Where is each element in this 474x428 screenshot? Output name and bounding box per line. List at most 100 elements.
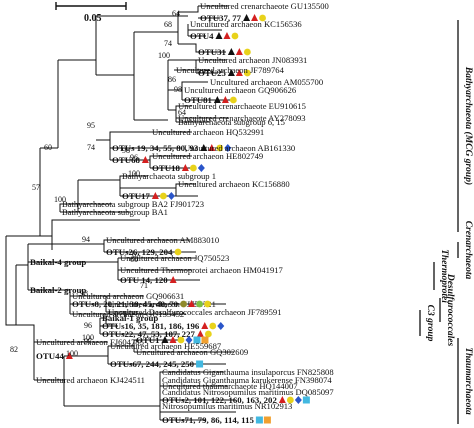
- leaf-label: Bathyarchaeota subgroup BA1: [62, 207, 168, 217]
- otu-leaf: OTUs8, 20, 21, 38, 45, 48, 70: [72, 299, 211, 309]
- triangle-red-icon: [208, 144, 216, 151]
- reference-leaf: Uncultured archaeon KC156536: [190, 19, 302, 29]
- group-label: Crenarchaeota: [463, 221, 473, 280]
- square-cyan-icon: [196, 360, 204, 368]
- triangle-black-icon: [161, 336, 169, 343]
- leaf-label: Baikal-2 group: [30, 285, 86, 295]
- triangle-red-icon: [235, 69, 243, 76]
- triangle-black-icon: [227, 69, 235, 76]
- otu-leaf: OTUs71, 79, 86, 114, 115: [162, 415, 271, 425]
- triangle-red-icon: [169, 336, 177, 343]
- leaf-label: OTUs16, 35, 181, 186, 196: [102, 321, 200, 331]
- leaf-label: OTUs22, 47, 53, 107, 227: [102, 329, 195, 339]
- otu-leaf: OTU44: [36, 351, 73, 361]
- square-cyan-icon: [302, 396, 310, 404]
- leaf-label: Bathyarchaeota subgroup BA2 FJ901723: [62, 199, 204, 209]
- otu-leaf: OTU25: [198, 68, 251, 78]
- reference-leaf: Bathyarchaeota subgroup 1: [122, 171, 216, 181]
- circle-yellow-icon: [159, 192, 167, 200]
- leaf-label: OTUs8, 20, 21, 38, 45, 48, 70: [72, 299, 179, 309]
- reference-leaf: Uncultured archaeon GQ906626: [184, 85, 297, 95]
- reference-leaf: Uncultured crenarchaeote GU135500: [200, 1, 329, 11]
- reference-leaf: Uncultured archaeon AM883010: [106, 235, 219, 245]
- leaf-label: Uncultured archaeon GU135452: [72, 309, 184, 319]
- bootstrap-value: 71: [140, 281, 148, 290]
- reference-leaf: Uncultured Desulfurococcales archaeon JF…: [108, 307, 282, 317]
- diamond-blue-icon: [167, 192, 175, 200]
- circle-green-icon: [196, 300, 203, 308]
- bootstrap-value: 64: [172, 9, 180, 18]
- reference-leaf: Uncultured archaeon KC156880: [178, 179, 290, 189]
- leaf-label: Uncultured crenarchaeote EU910615: [178, 101, 306, 111]
- leaf-label: Baikal-4 group: [30, 257, 86, 267]
- reference-leaf: Uncultured archaeon KJ424511: [36, 375, 145, 385]
- triangle-red-icon: [169, 276, 177, 283]
- otu-leaf: OTUs2, 101, 122, 160, 163, 202: [162, 395, 310, 405]
- group-label: Thermoprotei: [439, 249, 449, 303]
- otu-leaf: Baikal-1 group: [102, 313, 158, 323]
- leaf-label: Candidatus Giganthauma karukerense FN398…: [162, 375, 332, 385]
- leaf-label: Candidatus Nitrosopumilus maritimus DQ08…: [162, 387, 334, 397]
- leaf-label: Uncultured archaeon AM055700: [210, 77, 323, 87]
- circle-olive-icon: [180, 300, 187, 308]
- leaf-label: OTU25: [198, 68, 226, 78]
- triangle-red-icon: [201, 322, 209, 329]
- reference-leaf: Uncultured archaeon JF789764: [176, 65, 285, 75]
- leaf-label: OTU1: [136, 335, 159, 345]
- group-labels: Bathyarchaeota (MCG group) Crenarchaeota T…: [425, 66, 474, 415]
- bootstrap-value: 60: [44, 143, 52, 152]
- bootstrap-value: 98: [80, 289, 88, 298]
- bootstrap-value: 96: [130, 153, 138, 162]
- reference-leaf: Uncultured archaeon JN083931: [198, 55, 307, 65]
- reference-leaf: Bathyarchaeota subgroup BA2 FJ901723: [62, 199, 204, 209]
- leaf-label: Uncultured archaeon HQ532991: [152, 127, 264, 137]
- triangle-red-icon: [151, 192, 159, 199]
- reference-leaf: Uncultured archaeon AB161330: [184, 143, 295, 153]
- leaf-label: Uncultured thaumarchaeote HQ144007: [162, 381, 298, 391]
- group-label: Thaumarchaeota: [463, 347, 473, 415]
- tree-branches: [5, 5, 236, 421]
- bootstrap-value: 100: [128, 169, 140, 178]
- reference-leaf: Bathyarchaeota subgroup 6, 15: [178, 117, 285, 127]
- otu-leaf: Baikal-2 group: [30, 285, 86, 295]
- leaf-label: Candidatus Giganthauma insulaporcus FN82…: [162, 367, 334, 377]
- diamond-blue-icon: [197, 164, 205, 172]
- leaf-label: Uncultured crenarchaeote GU135500: [200, 1, 329, 11]
- bootstrap-value: 100: [66, 349, 78, 358]
- square-orange-icon: [201, 336, 209, 344]
- reference-leaf: Uncultured archaeon HQ532991: [152, 127, 264, 137]
- triangle-red-icon: [278, 396, 286, 403]
- leaf-label: Uncultured archaeon JN083931: [198, 55, 307, 65]
- circle-yellow-icon: [189, 164, 197, 172]
- bootstrap-values: 6468741008698649574605798961001009467607…: [10, 9, 186, 358]
- circle-yellow-icon: [204, 300, 211, 308]
- leaf-label: OTU37, 77: [200, 13, 242, 23]
- otu-leaf: OTU4: [190, 31, 239, 41]
- leaf-label: Bathyarchaeota subgroup 6, 15: [178, 117, 285, 127]
- otu-leaf: OTUs67, 244, 245, 250: [110, 359, 204, 369]
- otu-leaf: OTUs22, 47, 53, 107, 227: [102, 329, 212, 339]
- triangle-red-icon: [223, 32, 231, 39]
- triangle-red-icon: [141, 156, 149, 163]
- leaf-label: Uncultured archaeon GQ906626: [184, 85, 297, 95]
- triangle-black-icon: [213, 96, 221, 103]
- triangle-black-icon: [215, 32, 223, 39]
- bootstrap-value: 68: [164, 20, 172, 29]
- bootstrap-value: 82: [10, 345, 18, 354]
- leaf-label: OTUs71, 79, 86, 114, 115: [162, 415, 254, 425]
- circle-yellow-icon: [259, 14, 266, 22]
- triangle-red-icon: [188, 300, 196, 307]
- leaf-label: OTU18: [152, 163, 180, 173]
- triangle-black-icon: [243, 14, 251, 21]
- bootstrap-value: 98: [174, 85, 182, 94]
- leaf-label: Uncultured archaeon KC156536: [190, 19, 302, 29]
- circle-yellow-icon: [243, 69, 251, 77]
- circle-yellow-icon: [209, 322, 217, 330]
- circle-yellow-icon: [243, 48, 251, 56]
- square-cyan-icon: [255, 416, 263, 424]
- leaf-label: Nitrosopumilus maritimus NR102913: [162, 401, 292, 411]
- otu-leaf: OTU1: [136, 335, 209, 345]
- reference-leaf: Uncultured archaeon GQ906631: [72, 291, 184, 301]
- group-label: C3 group: [425, 305, 435, 342]
